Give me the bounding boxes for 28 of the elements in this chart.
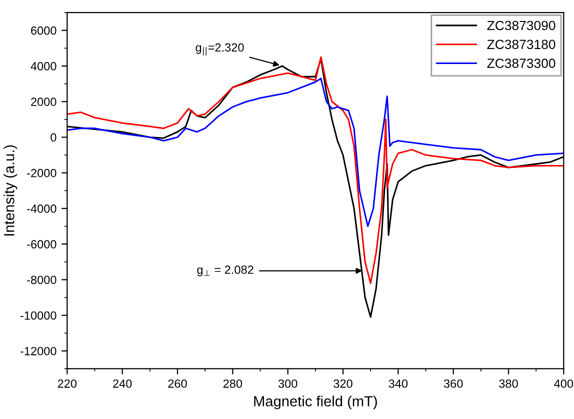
- x-tick-label: 380: [499, 379, 518, 388]
- line-series: [67, 78, 564, 228]
- x-tick-label: 300: [278, 379, 298, 388]
- x-axis-title: Magnetic field (mT): [254, 396, 377, 410]
- y-tick-label: 4000: [30, 62, 56, 70]
- x-tick-label: 320: [334, 379, 352, 388]
- x-tick-label: 260: [168, 379, 187, 388]
- y-tick-label: -4000: [27, 204, 56, 213]
- y-tick-label: -10000: [20, 311, 56, 320]
- x-tick-label: 220: [58, 379, 77, 388]
- y-tick-label: 0: [50, 133, 56, 142]
- x-tick-label: 240: [113, 379, 132, 388]
- legend-label: ZC3873300: [487, 58, 556, 68]
- y-tick-label: -12000: [20, 346, 56, 356]
- x-tick-label: 280: [223, 379, 242, 388]
- y-tick-label: 6000: [31, 26, 56, 35]
- x-tick-label: 340: [388, 379, 408, 388]
- annotation: g$_{⊥}$ = 2.082: [197, 266, 254, 276]
- y-tick-label: -2000: [27, 168, 56, 178]
- y-tick-label: -8000: [27, 276, 56, 284]
- x-tick-label: 360: [444, 379, 463, 388]
- y-tick-label: -6000: [27, 240, 56, 248]
- y-axis-title: Intensity (a.u.): [4, 145, 18, 236]
- legend-label: ZC3873090: [487, 20, 556, 30]
- x-tick-label: 400: [554, 379, 574, 388]
- y-tick-label: 2000: [31, 98, 56, 106]
- legend-label: ZC3873180: [487, 40, 556, 50]
- annotation: g$_{||}$=2.320: [196, 43, 244, 56]
